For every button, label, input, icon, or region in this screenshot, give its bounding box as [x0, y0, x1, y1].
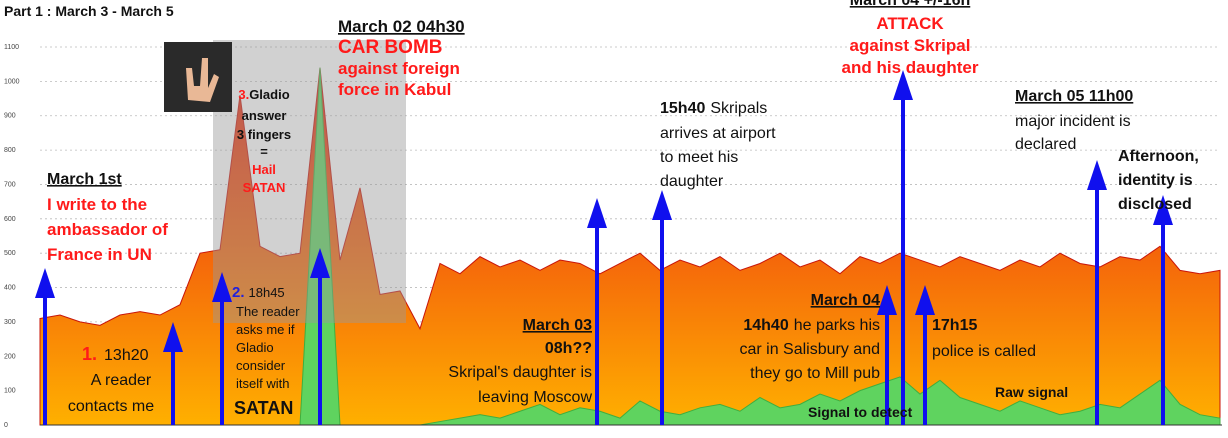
annotation-text: 3 fingers — [237, 127, 291, 142]
arrow-head — [652, 190, 672, 220]
annotation-text: The reader — [236, 304, 300, 319]
annotation-text: SATAN — [243, 180, 286, 195]
y-tick-label: 200 — [4, 353, 16, 360]
chart: 0 100 200 300 400 500 600 700 800 900 1000 1100 Par… — [0, 0, 1228, 438]
y-tick-label: 1100 — [4, 44, 19, 51]
annotation-text: itself with — [236, 376, 289, 391]
annotation-text: major incident is — [1015, 113, 1131, 130]
annotation-text: identity is — [1118, 172, 1193, 189]
annotation-text: 14h40 — [743, 317, 788, 334]
annotation-text: 08h?? — [545, 340, 592, 357]
annotation-text: against foreign — [338, 59, 460, 78]
annotation-text: force in Kabul — [338, 80, 451, 99]
annotation-text: ATTACK — [876, 14, 944, 33]
annotation-text: police is called — [932, 343, 1036, 360]
annotation-text: Afternoon, — [1118, 148, 1199, 165]
y-tick-label: 600 — [4, 216, 16, 223]
annotation-text: leaving Moscow — [478, 389, 592, 406]
annotation-text: 14h40 he parks his — [743, 317, 880, 334]
annotation-text: 15h40 — [660, 100, 705, 117]
annotation-text: Skripal's daughter is — [448, 364, 592, 381]
hand-image — [164, 42, 232, 112]
annotation-text: 3. — [238, 87, 249, 102]
annotation-text: March 04 +/-16h — [850, 0, 971, 9]
y-tick-label: 800 — [4, 147, 16, 154]
arrow-head — [587, 198, 607, 228]
annotation-text: arrives at airport — [660, 125, 776, 142]
annotation-text: March 04 — [811, 292, 880, 309]
y-tick-label: 1000 — [4, 78, 20, 85]
annotation-text: SATAN — [234, 398, 293, 418]
annotation-text: 17h15 — [932, 317, 977, 334]
annotation-text: 2. — [232, 284, 245, 301]
annotation-text: they go to Mill pub — [750, 365, 880, 382]
annotation-text: 1. 13h20 — [82, 344, 149, 364]
annotation-text: daughter — [660, 173, 724, 190]
annotation-text: 13h20 — [104, 347, 149, 364]
annotation-text: declared — [1015, 136, 1076, 153]
annotation-text: and his daughter — [842, 58, 979, 77]
annotation-text: = — [260, 144, 268, 159]
annotation-text: against Skripal — [850, 36, 971, 55]
annotation-text: A reader — [91, 372, 152, 389]
annotation-text: to meet his — [660, 149, 738, 166]
arrow-head — [1087, 160, 1107, 190]
annotation-text: he parks his — [794, 317, 880, 334]
annotation-text: Hail — [252, 162, 276, 177]
annotation-text: 15h40 Skripals — [660, 100, 767, 117]
annotation-text: 3.Gladio — [238, 87, 289, 102]
annotation-text: March 02 04h30 — [338, 17, 465, 36]
legend-label: Raw signal — [995, 384, 1068, 400]
legend-label: Signal to detect — [808, 404, 913, 420]
annotation-text: CAR BOMB — [338, 37, 443, 58]
annotation-text: 18h45 — [249, 285, 285, 300]
annotation: March 04 +/-16h ATTACK against Skripal a… — [842, 0, 979, 77]
annotation-text: asks me if — [236, 322, 295, 337]
annotation-text: 2. 18h45 — [232, 284, 285, 301]
annotation-text: ambassador of — [47, 220, 168, 239]
arrow-head — [35, 268, 55, 298]
annotation-text: March 03 — [523, 317, 592, 334]
y-tick-label: 100 — [4, 388, 16, 395]
y-tick-label: 500 — [4, 250, 16, 257]
y-tick-label: 300 — [4, 319, 16, 326]
annotation: 15h40 Skripals arrives at airport to meet… — [660, 100, 776, 190]
annotation-text: Gladio — [249, 87, 290, 102]
annotation: March 1st I write to the ambassador of F… — [47, 171, 168, 264]
annotation: Afternoon, identity is disclosed — [1118, 148, 1199, 213]
annotation-text: Skripals — [710, 100, 767, 117]
annotation-text: consider — [236, 358, 286, 373]
annotation-text: March 05 11h00 — [1015, 88, 1133, 105]
annotation-text: 1. — [82, 344, 97, 364]
annotation-text: disclosed — [1118, 196, 1192, 213]
annotation-text: I write to the — [47, 195, 147, 214]
y-tick-label: 900 — [4, 113, 16, 120]
annotation-text: Gladio — [236, 340, 274, 355]
y-tick-label: 400 — [4, 285, 16, 292]
annotation: March 05 11h00 major incident is declare… — [1015, 88, 1133, 153]
annotation-text: car in Salisbury and — [739, 341, 880, 358]
annotation-text: France in UN — [47, 245, 152, 264]
y-tick-label: 700 — [4, 181, 16, 188]
annotation-text: answer — [242, 108, 287, 123]
y-tick-label: 0 — [4, 422, 8, 429]
chart-title: Part 1 : March 3 - March 5 — [4, 3, 174, 19]
annotation-text: March 1st — [47, 171, 122, 188]
annotation-text: contacts me — [68, 398, 154, 415]
